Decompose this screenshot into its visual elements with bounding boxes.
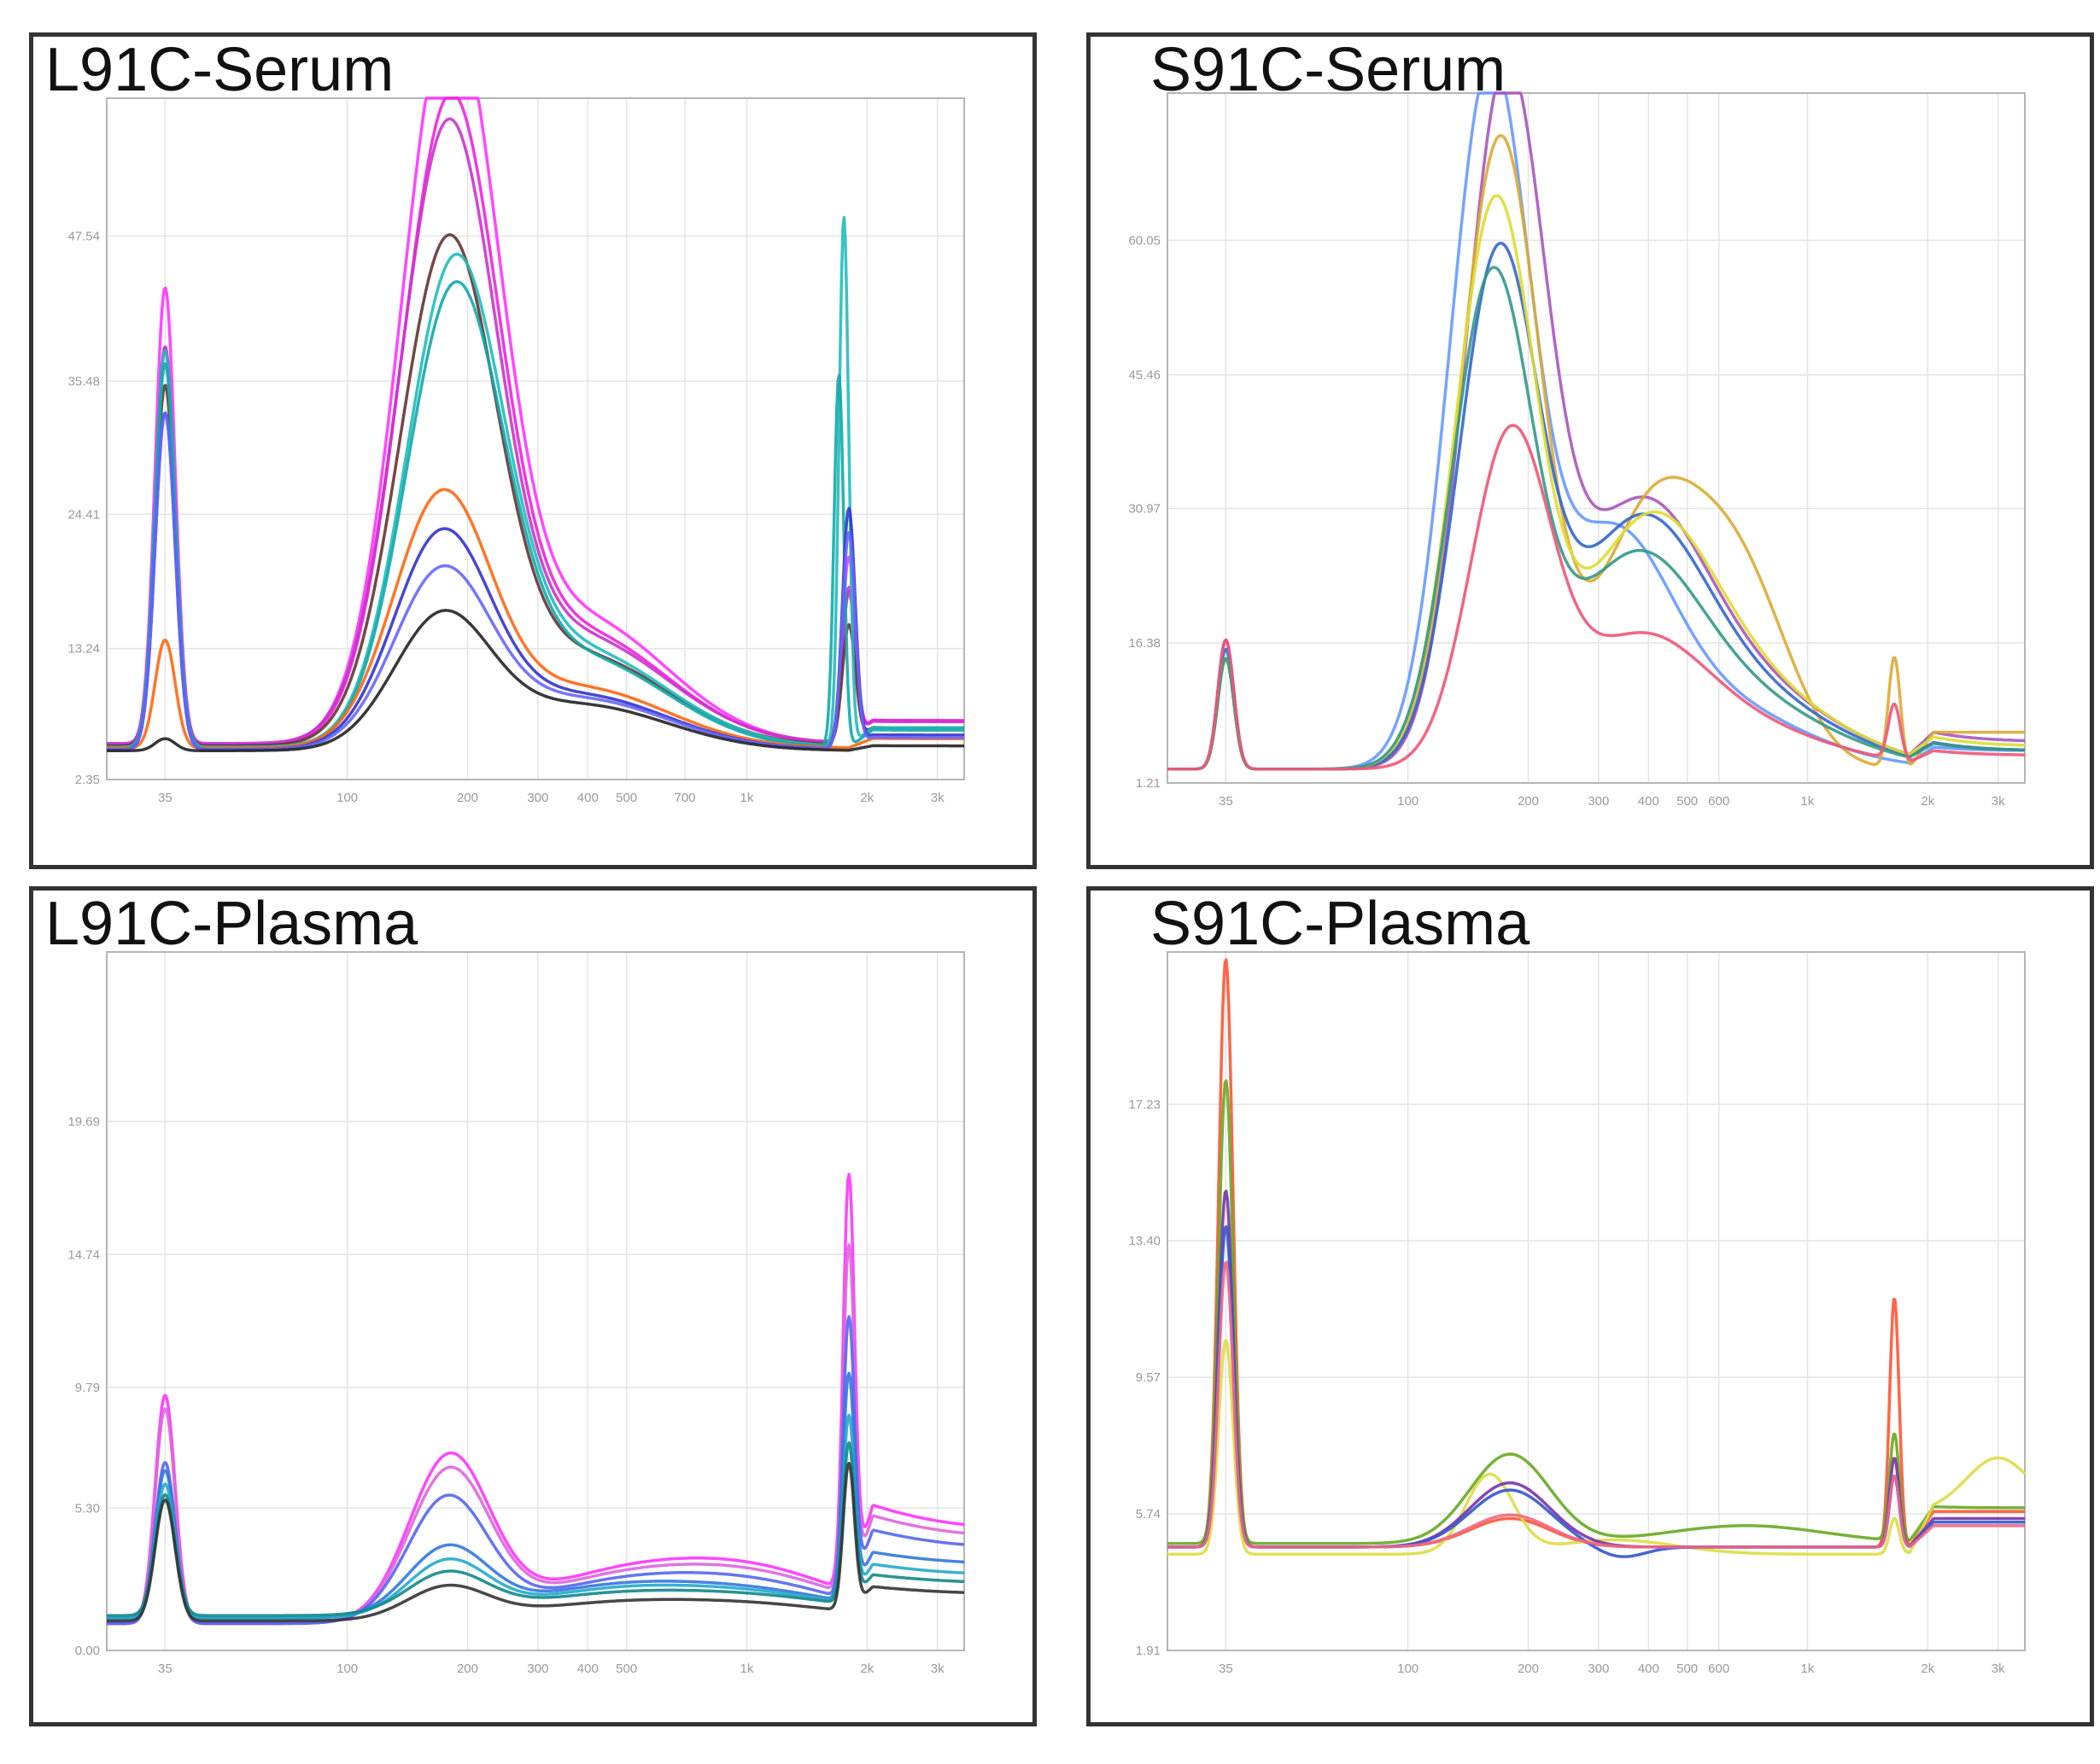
plot-frame [1167,92,2026,784]
x-tick-label: 500 [1676,1662,1698,1676]
x-tick-label: 100 [1397,794,1419,809]
x-tick-label: 200 [457,1662,478,1676]
x-tick-label: 3k [931,1662,945,1676]
x-tick-label: 400 [1638,794,1659,809]
panel-s91c-serum: S91C-Serum 35 100 200 300 400 500 600 1k 2k 3k 1.2… [1086,32,2094,869]
series-line [1167,1189,2026,1549]
y-tick-label: 13.24 [67,642,100,657]
x-tick-label: 400 [1638,1662,1659,1676]
series-lines [1167,958,2027,1558]
y-tick-label: 14.74 [67,1247,100,1262]
series-line [1167,194,2026,771]
x-tick-label: 500 [616,1662,637,1676]
y-tick-label: 13.40 [1128,1234,1161,1248]
x-tick-label: 600 [1708,794,1729,809]
x-tick-label: 2k [1921,794,1934,809]
grid-lines [1167,93,2025,784]
x-tick-label: 400 [577,791,599,805]
series-lines [1167,91,2026,771]
x-tick-label: 35 [158,1662,173,1676]
x-tick-label: 1k [740,791,754,805]
y-tick-label: 9.57 [1136,1370,1161,1385]
y-tick-label: 35.48 [67,374,100,388]
panel-l91c-serum: L91C-Serum 35 100 200 300 400 500 700 1k 2k 3k 2.3… [29,32,1037,869]
series-line [106,1413,965,1620]
plot-frame [106,97,965,780]
x-tick-label: 1k [1801,794,1815,809]
plot-frame [1167,951,2026,1651]
chart-l91c-plasma: 35 100 200 300 400 500 1k 2k 3k 0.00 5.30 9.79 14.74… [67,951,965,1676]
panel-title: S91C-Plasma [1150,890,1530,958]
y-tick-label: 17.23 [1128,1097,1161,1112]
y-tick-label: 1.91 [1136,1644,1161,1658]
series-line [1167,266,2026,771]
x-tick-label: 3k [1992,1662,2005,1676]
y-tick-label: 60.05 [1128,233,1161,248]
x-tick-label: 35 [1219,1662,1233,1676]
y-tick-label: 0.00 [75,1644,100,1658]
series-line [106,609,965,752]
x-tick-label: 300 [527,1662,548,1676]
series-line [106,1462,965,1623]
series-lines [106,1172,965,1626]
x-tick-label: 600 [1708,1662,1729,1676]
x-tick-label: 700 [674,791,695,805]
panel-title: L91C-Serum [45,36,395,104]
x-tick-label: 500 [616,791,637,805]
series-line [1167,1260,2026,1549]
y-tick-label: 47.54 [67,229,100,243]
series-line [106,1315,965,1626]
y-tick-label: 2.35 [75,773,100,787]
x-tick-label: 100 [1397,1662,1419,1676]
x-tick-label: 1k [740,1662,754,1676]
x-tick-label: 1k [1801,1662,1815,1676]
series-line [1167,423,2026,771]
x-tick-label: 3k [1992,794,2005,809]
x-tick-label: 300 [1588,1662,1609,1676]
panel-title: S91C-Serum [1150,36,1506,104]
panel-l91c-plasma: L91C-Plasma 35 100 200 300 400 500 1k 2k 3k 0.00 5… [29,886,1037,1726]
panel-s91c-plasma: S91C-Plasma 35 100 200 300 400 500 600 1k 2k 3k 1.… [1086,886,2094,1726]
x-tick-label: 2k [1921,1662,1934,1676]
x-tick-label: 2k [860,1662,874,1676]
x-tick-label: 3k [931,791,945,805]
plot-frame [106,951,965,1651]
series-line [106,1441,965,1617]
x-tick-label: 35 [1219,794,1233,809]
y-tick-label: 5.30 [75,1501,100,1516]
x-tick-label: 100 [336,791,358,805]
y-tick-label: 45.46 [1128,368,1161,383]
chart-s91c-serum: 35 100 200 300 400 500 600 1k 2k 3k 1.21 16.38 30.97… [1128,91,2026,809]
series-line [106,117,965,745]
y-tick-label: 24.41 [67,507,100,522]
panel-title: L91C-Plasma [45,890,418,958]
series-line [1167,1224,2026,1558]
x-tick-label: 500 [1676,794,1698,809]
x-tick-label: 300 [1588,794,1609,809]
series-line [1167,1079,2026,1545]
x-tick-label: 100 [336,1662,358,1676]
chart-l91c-serum: 35 100 200 300 400 500 700 1k 2k 3k 2.35 13.24 24.41… [67,96,965,805]
x-tick-label: 200 [457,791,478,805]
chart-s91c-plasma: 35 100 200 300 400 500 600 1k 2k 3k 1.91 5.74 9.57 13… [1128,951,2027,1676]
x-tick-label: 2k [860,791,874,805]
x-tick-label: 200 [1518,794,1539,809]
x-tick-label: 300 [527,791,548,805]
series-line [1167,134,2026,771]
x-tick-label: 35 [158,791,173,805]
y-tick-label: 9.79 [75,1381,100,1395]
y-tick-label: 30.97 [1128,501,1161,516]
y-tick-label: 19.69 [67,1115,100,1130]
y-tick-label: 5.74 [1136,1507,1161,1522]
y-tick-label: 16.38 [1128,636,1161,651]
x-tick-label: 200 [1518,1662,1539,1676]
y-tick-label: 1.21 [1136,776,1161,791]
series-lines [106,96,965,752]
x-tick-label: 400 [577,1662,599,1676]
